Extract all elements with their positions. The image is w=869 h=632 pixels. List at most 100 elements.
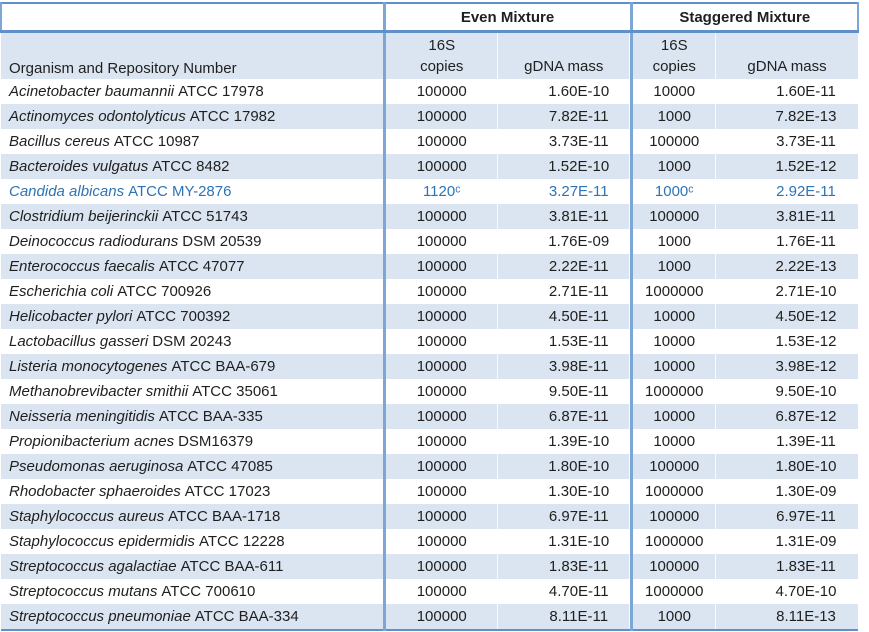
table-body: Acinetobacter baumannii ATCC 17978 100000… xyxy=(1,79,858,631)
staggered-gdna-mass-value: 3.73E-11 xyxy=(776,133,836,150)
repository-number: DSM16379 xyxy=(178,433,254,450)
organism-name: Acinetobacter baumannii xyxy=(9,83,175,100)
table-row: Helicobacter pylori ATCC 700392 100000 4.… xyxy=(1,304,858,329)
even-gdna-mass-value: 1.83E-11 xyxy=(498,554,631,579)
repository-number: ATCC 51743 xyxy=(162,208,248,225)
staggered-gdna-mass-value: 3.98E-12 xyxy=(716,354,858,379)
staggered-16s-copies-value: 1000 xyxy=(629,229,716,254)
repository-number: ATCC BAA-1718 xyxy=(168,508,281,525)
organism-column-header: Organism and Repository Number xyxy=(1,31,384,79)
staggered-gdna-mass-value: 1.83E-11 xyxy=(716,554,858,579)
organism-name: Streptococcus pneumoniae xyxy=(9,608,191,625)
staggered-gdna-mass-value: 1.60E-11 xyxy=(776,83,836,100)
repository-number: ATCC 35061 xyxy=(192,383,278,400)
organism-cell: Listeria monocytogenes ATCC BAA-679 xyxy=(1,354,384,379)
copies-header-line2: copies xyxy=(420,58,464,75)
organism-cell: Neisseria meningitidis ATCC BAA-335 xyxy=(1,404,384,429)
staggered-gdna-mass-value: 4.50E-12 xyxy=(716,304,858,329)
even-16s-copies-value: 100000 xyxy=(382,554,498,579)
staggered-16s-copies-value: 10000 xyxy=(629,79,716,104)
staggered-gdna-mass-value: 6.87E-12 xyxy=(716,404,858,429)
staggered-gdna-mass-header: gDNA mass xyxy=(716,31,858,79)
repository-number: ATCC 17978 xyxy=(178,83,264,100)
corner-cell xyxy=(0,3,384,33)
staggered-16s-copies-header: 16S copies xyxy=(629,31,716,79)
even-gdna-mass-value: 1.53E-11 xyxy=(498,329,631,354)
organism-name: Candida albicans xyxy=(9,183,125,200)
even-16s-copies-value: 100000 xyxy=(382,604,498,631)
staggered-16s-copies-value: 10000 xyxy=(629,404,716,429)
organism-name: Escherichia coli xyxy=(9,283,114,300)
even-16s-copies-header: 16S copies xyxy=(382,31,498,79)
table-row: Listeria monocytogenes ATCC BAA-679 10000… xyxy=(1,354,858,379)
staggered-gdna-mass-value: 2.92E-11 xyxy=(776,183,836,200)
organism-name: Bacillus cereus xyxy=(9,133,110,150)
organism-name: Rhodobacter sphaeroides xyxy=(9,483,181,500)
organism-cell: Clostridium beijerinckii ATCC 51743 xyxy=(1,204,384,229)
staggered-mixture-header: Staggered Mixture xyxy=(629,3,859,33)
staggered-gdna-mass-value: 4.70E-10 xyxy=(775,583,837,600)
even-gdna-mass-value: 1.39E-10 xyxy=(498,429,631,454)
organism-cell: Lactobacillus gasseri DSM 20243 xyxy=(1,329,384,354)
even-gdna-mass-value: 2.71E-11 xyxy=(498,279,631,304)
staggered-gdna-mass-value: 2.71E-10 xyxy=(775,283,837,300)
even-gdna-mass-value: 4.70E-11 xyxy=(498,579,631,604)
repository-number: ATCC 47077 xyxy=(158,258,245,275)
staggered-16s-copies-value: 1000ᶜ xyxy=(629,179,716,204)
organism-cell: Staphylococcus epidermidis ATCC 12228 xyxy=(1,529,384,554)
even-16s-copies-value: 100000 xyxy=(382,404,498,429)
even-gdna-mass-value: 3.98E-11 xyxy=(498,354,631,379)
organism-cell: Rhodobacter sphaeroides ATCC 17023 xyxy=(1,479,384,504)
staggered-gdna-mass-value: 8.11E-13 xyxy=(716,604,858,631)
even-16s-copies-value: 100000 xyxy=(382,304,498,329)
staggered-gdna-mass-value: 1.80E-10 xyxy=(716,454,858,479)
repository-number: ATCC 47085 xyxy=(187,458,273,475)
even-16s-copies-value: 100000 xyxy=(382,354,498,379)
organism-cell: Methanobrevibacter smithii ATCC 35061 xyxy=(1,379,384,404)
even-gdna-mass-value: 1.60E-10 xyxy=(498,79,631,104)
staggered-16s-copies-value: 1000000 xyxy=(629,279,716,304)
organism-cell: Propionibacterium acnes DSM16379 xyxy=(1,429,384,454)
staggered-gdna-mass-value: 1.30E-09 xyxy=(775,483,837,500)
organism-name: Propionibacterium acnes xyxy=(9,433,175,450)
even-16s-copies-value: 100000 xyxy=(382,579,498,604)
even-gdna-mass-value: 1.80E-10 xyxy=(498,454,631,479)
staggered-16s-copies-value: 10000 xyxy=(629,429,716,454)
organism-name: Lactobacillus gasseri xyxy=(9,333,149,350)
even-16s-copies-value: 100000 xyxy=(382,279,498,304)
repository-number: ATCC 700926 xyxy=(117,283,212,300)
even-gdna-mass-value: 6.87E-11 xyxy=(498,404,631,429)
organism-cell: Actinomyces odontolyticus ATCC 17982 xyxy=(1,104,384,129)
organism-name: Enterococcus faecalis xyxy=(9,258,155,275)
staggered-16s-copies-value: 10000 xyxy=(629,304,716,329)
staggered-16s-copies-value: 1000000 xyxy=(629,379,716,404)
even-gdna-mass-value: 8.11E-11 xyxy=(498,604,631,631)
organism-name: Clostridium beijerinckii xyxy=(9,208,159,225)
even-16s-copies-value: 100000 xyxy=(382,204,498,229)
repository-number: DSM 20243 xyxy=(152,333,232,350)
organism-cell: Pseudomonas aeruginosa ATCC 47085 xyxy=(1,454,384,479)
table-row: Actinomyces odontolyticus ATCC 17982 1000… xyxy=(1,104,858,129)
table-row: Streptococcus mutans ATCC 700610 100000 4… xyxy=(1,579,858,604)
table-row: Acinetobacter baumannii ATCC 17978 100000… xyxy=(1,79,858,104)
repository-number: ATCC BAA-334 xyxy=(194,608,299,625)
staggered-16s-copies-value: 100000 xyxy=(629,454,716,479)
even-gdna-mass-value: 1.30E-10 xyxy=(498,479,631,504)
staggered-gdna-mass-value: 9.50E-10 xyxy=(775,383,837,400)
organism-name: Listeria monocytogenes xyxy=(9,358,168,375)
repository-number: ATCC BAA-335 xyxy=(158,408,263,425)
repository-number: ATCC 17023 xyxy=(184,483,271,500)
staggered-gdna-mass-value: 2.22E-13 xyxy=(716,254,858,279)
staggered-gdna-mass-value: 1.76E-11 xyxy=(776,233,836,250)
even-16s-copies-value: 100000 xyxy=(382,254,498,279)
even-16s-copies-value: 100000 xyxy=(382,479,498,504)
even-16s-copies-value: 100000 xyxy=(382,79,498,104)
repository-number: ATCC 10987 xyxy=(113,133,200,150)
staggered-16s-copies-value: 1000 xyxy=(629,604,716,631)
table-row: Staphylococcus aureus ATCC BAA-1718 10000… xyxy=(1,504,858,529)
organism-name: Methanobrevibacter smithii xyxy=(9,383,189,400)
even-gdna-mass-value: 3.27E-11 xyxy=(498,179,631,204)
repository-number: ATCC 17982 xyxy=(189,108,276,125)
organism-cell: Enterococcus faecalis ATCC 47077 xyxy=(1,254,384,279)
even-gdna-mass-value: 1.76E-09 xyxy=(498,229,631,254)
